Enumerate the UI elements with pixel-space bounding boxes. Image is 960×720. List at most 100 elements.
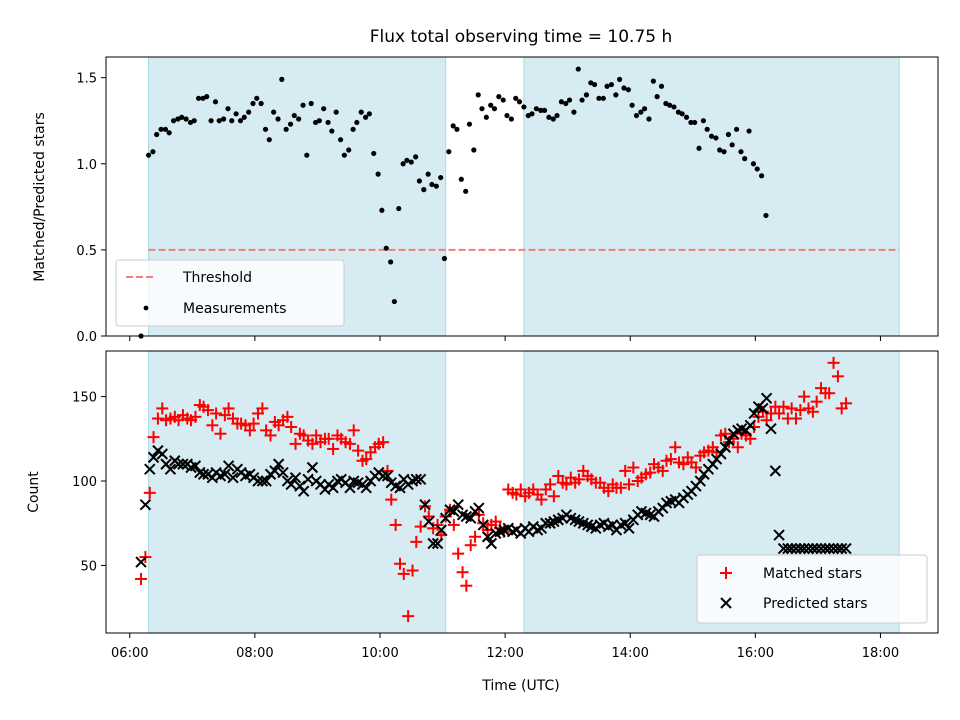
matched-star-point — [343, 437, 356, 450]
matched-stars-legend-label: Matched stars — [763, 566, 862, 582]
predicted-star-point — [222, 460, 235, 472]
measurement-point — [375, 171, 381, 177]
measurement-point — [763, 212, 769, 219]
measurement-point — [671, 104, 677, 110]
measurement-point — [321, 106, 327, 112]
predicted-star-point — [144, 463, 156, 475]
measurement-point — [521, 104, 527, 110]
predicted-star-point — [765, 422, 777, 435]
measurement-point — [613, 92, 619, 98]
measurement-point — [413, 154, 419, 160]
measurement-point — [583, 92, 590, 98]
predicted-star-point — [810, 542, 823, 555]
measurement-point — [262, 126, 269, 132]
top-y-axis-label: Matched/Predicted stars — [32, 112, 48, 282]
matched-star-point — [264, 429, 277, 442]
matched-star-point — [622, 478, 635, 491]
matched-star-point — [614, 481, 627, 494]
measurement-point — [496, 94, 502, 100]
predicted-star-point — [423, 515, 435, 528]
measurement-point — [458, 176, 464, 182]
measurement-point — [721, 149, 727, 155]
measurement-point — [679, 111, 685, 117]
bottom-y-tick-label: 100 — [72, 475, 97, 490]
bottom-x-tick-label: 16:00 — [737, 646, 774, 661]
chart-title: Flux total observing time = 10.75 h — [370, 27, 673, 47]
measurement-point — [162, 126, 169, 132]
measurement-point — [733, 126, 740, 132]
measurement-point — [388, 259, 394, 265]
measurement-point — [325, 119, 331, 126]
bottom-y-ticks: 50 100 150 — [72, 391, 106, 574]
predicted-star-point — [785, 542, 798, 555]
measurement-point — [237, 118, 244, 124]
measurement-point — [363, 114, 369, 120]
predicted-star-point — [694, 475, 706, 487]
measurement-point — [241, 114, 247, 120]
measurement-point — [713, 135, 719, 141]
matched-star-point — [789, 412, 802, 425]
predicted-star-point — [744, 419, 757, 432]
measurement-point — [708, 133, 715, 139]
matched-star-point — [285, 420, 298, 433]
threshold-legend-label: Threshold — [182, 270, 252, 286]
measurement-point — [421, 187, 427, 193]
measurement-point — [208, 118, 214, 124]
measurement-point — [750, 161, 757, 167]
measurement-point — [692, 119, 698, 126]
bottom-x-tick-label: 18:00 — [862, 646, 899, 661]
predicted-star-point — [177, 458, 189, 470]
predicted-star-point — [297, 485, 310, 497]
predicted-star-point — [719, 441, 732, 453]
measurement-point — [275, 116, 281, 122]
measurement-point — [466, 121, 473, 127]
matched-star-point — [352, 444, 365, 457]
measurement-point — [596, 95, 602, 101]
predicted-stars-points — [135, 392, 852, 568]
predicted-star-point — [757, 402, 769, 415]
matched-star-point — [452, 547, 465, 560]
measurement-point — [700, 118, 707, 124]
matched-star-point — [572, 473, 585, 486]
matched-star-point — [664, 453, 677, 466]
measurement-point — [625, 87, 631, 93]
measurement-point — [604, 83, 610, 89]
bottom-x-ticks: 06:00 08:00 10:00 12:00 14:00 16:00 18:00 — [111, 633, 899, 661]
measurement-point — [746, 128, 752, 134]
top-y-ticks: 0.0 0.5 1.0 1.5 — [76, 72, 106, 345]
measurement-point — [287, 121, 294, 127]
top-shaded-intervals — [148, 57, 900, 336]
measurement-point — [541, 107, 548, 113]
matched-star-point — [397, 567, 410, 580]
measurement-point — [170, 118, 177, 124]
matched-star-point — [201, 404, 214, 417]
matched-star-point — [222, 402, 235, 415]
matched-star-point — [247, 417, 260, 430]
matched-star-point — [456, 566, 469, 579]
predicted-star-point — [164, 463, 177, 475]
matched-star-point — [827, 356, 840, 369]
matched-star-point — [189, 410, 202, 423]
predicted-star-point — [147, 451, 160, 464]
predicted-star-point — [285, 478, 297, 491]
measurement-point — [183, 116, 189, 122]
bottom-legend-box — [696, 554, 928, 624]
measurement-point — [650, 78, 656, 84]
measurement-point — [433, 183, 439, 189]
measurements-legend-swatch — [143, 305, 149, 311]
measurement-point — [346, 147, 352, 153]
predicted-star-point — [485, 537, 498, 550]
measurement-point — [425, 171, 431, 177]
predicted-star-point — [481, 531, 494, 543]
matched-star-point — [489, 515, 502, 528]
matched-star-point — [360, 453, 373, 466]
measurement-point — [463, 188, 469, 194]
matched-star-point — [806, 405, 819, 418]
matched-star-point — [544, 478, 557, 491]
measurement-point — [350, 126, 356, 132]
measurement-point — [304, 152, 310, 158]
matched-star-point — [377, 436, 390, 449]
measurement-point — [283, 126, 289, 132]
predicted-star-point — [832, 542, 844, 555]
measurement-point — [563, 100, 569, 107]
